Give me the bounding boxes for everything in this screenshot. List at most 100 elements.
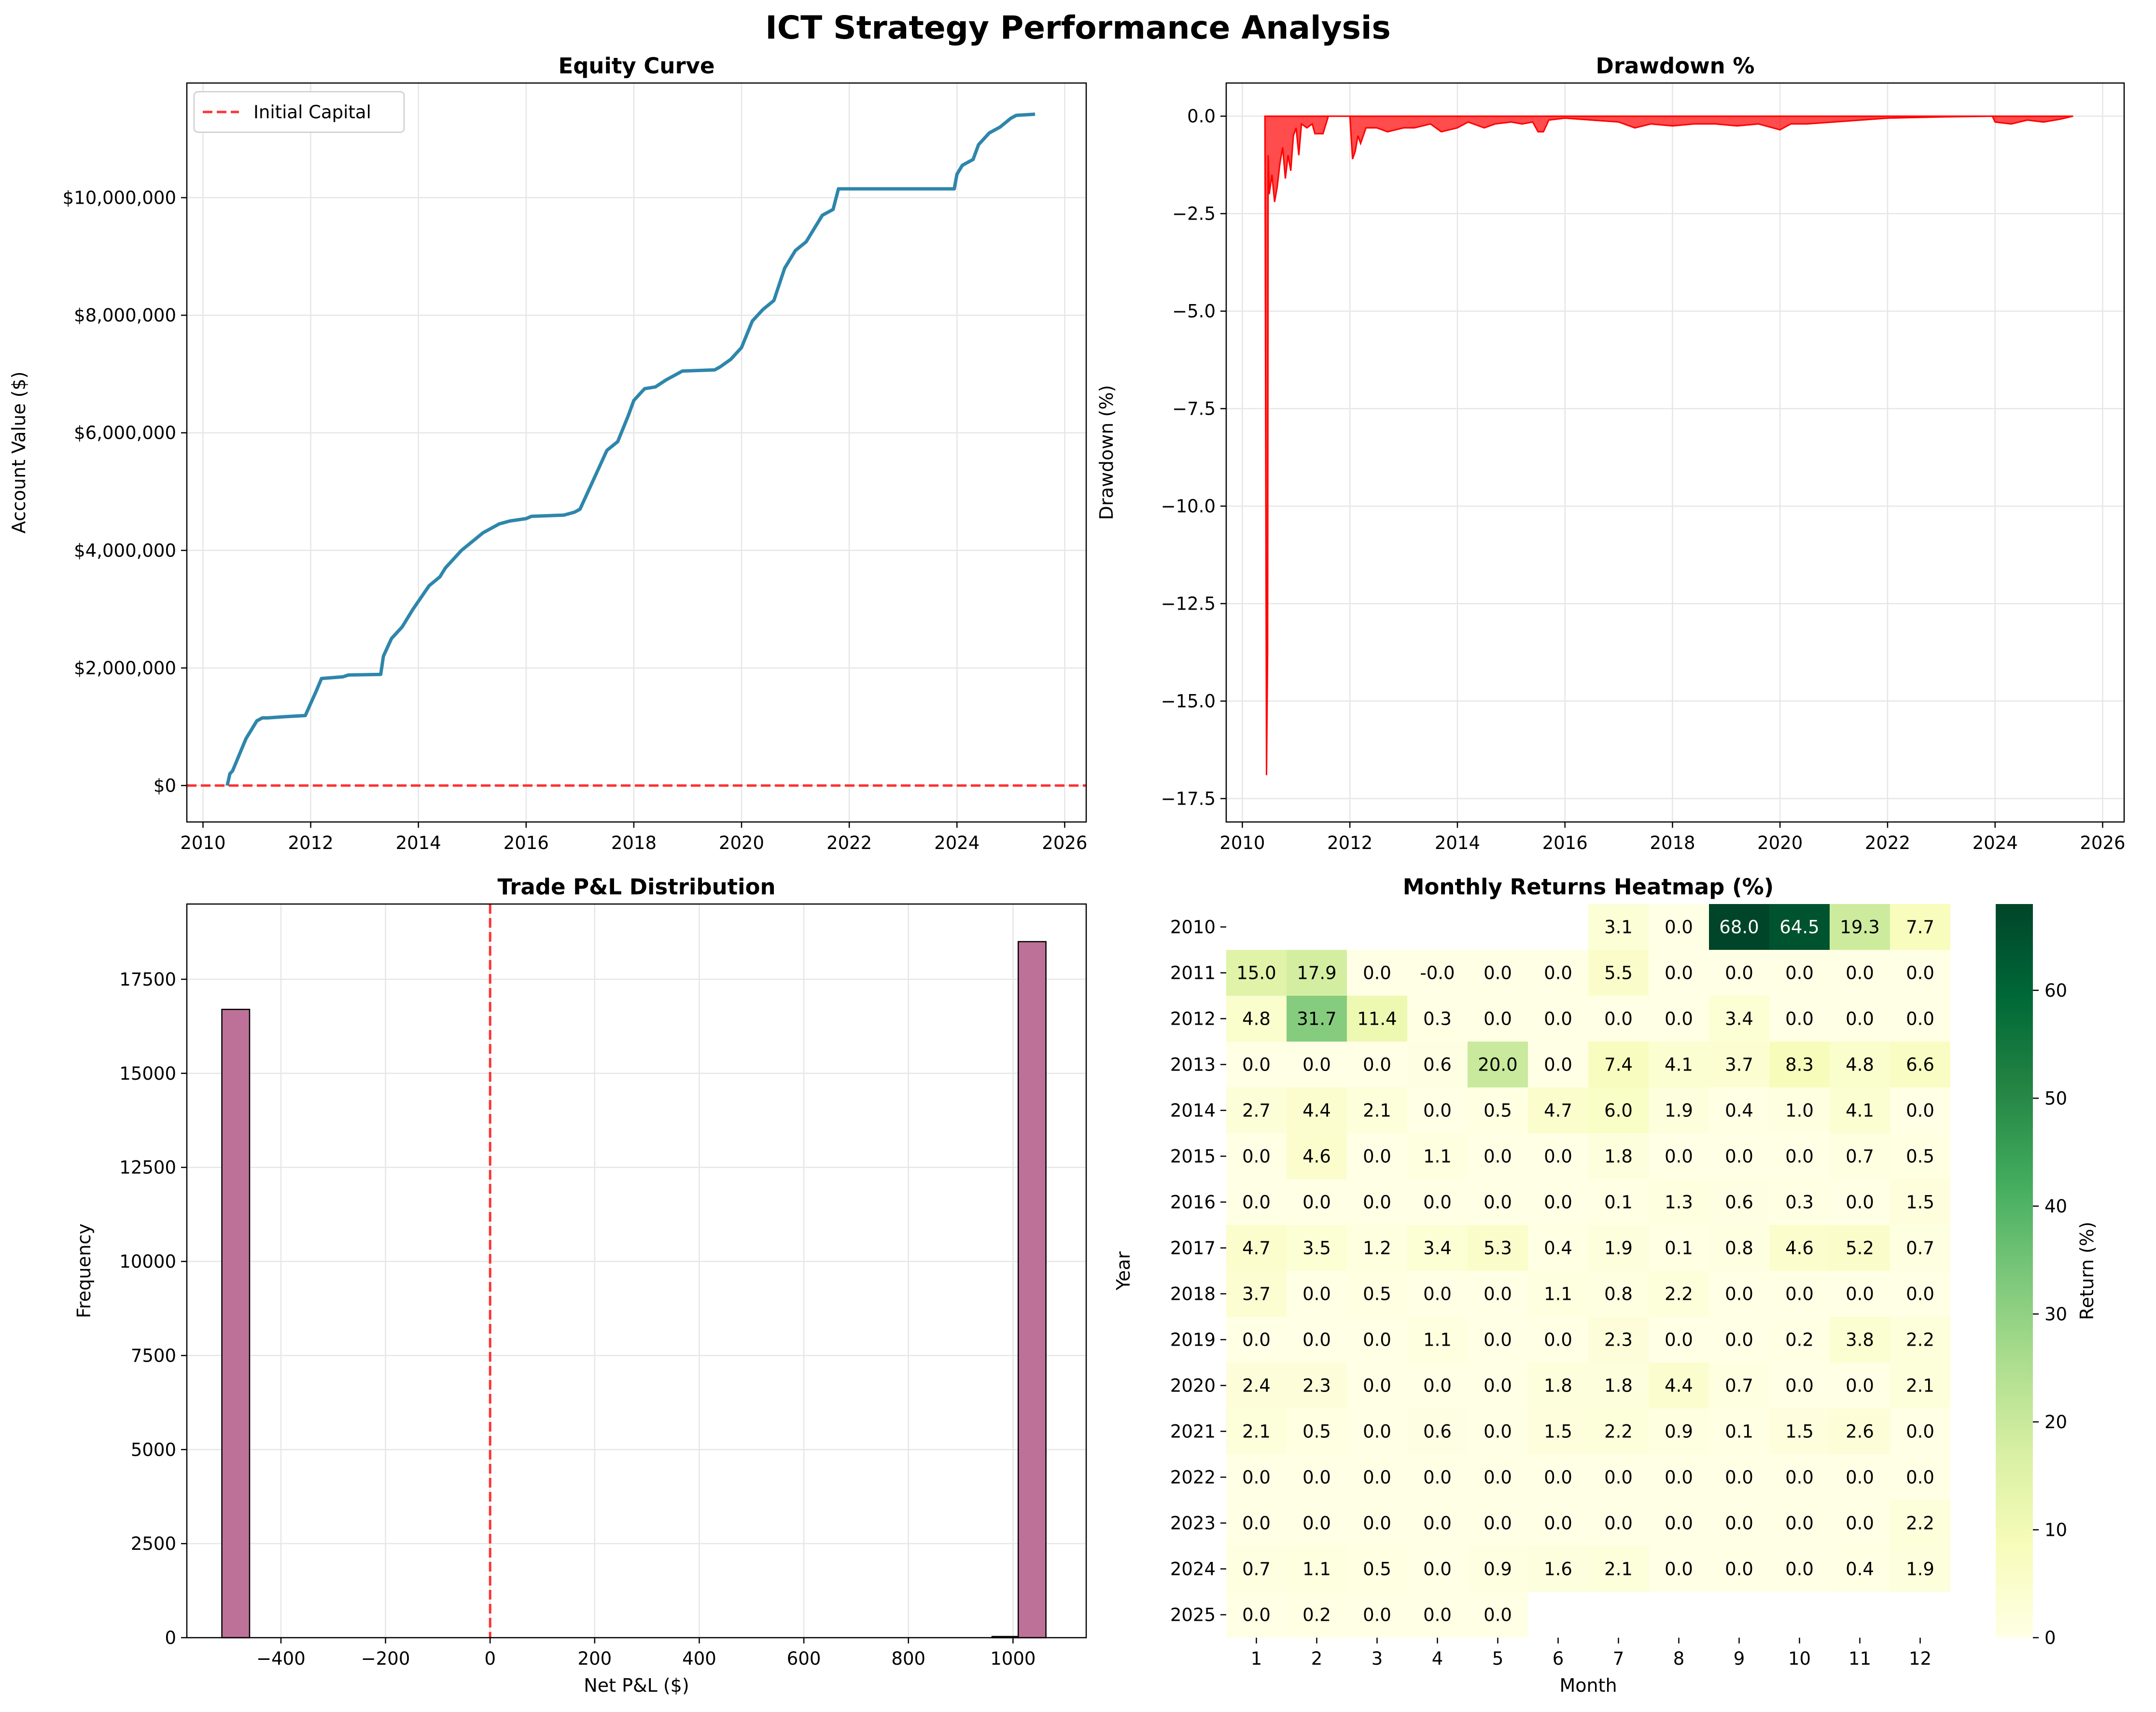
heatmap-cell-label: 0.0 bbox=[1785, 1513, 1814, 1534]
y-tick-label: 2025 bbox=[1170, 1605, 1216, 1626]
heatmap-cell bbox=[1890, 1363, 1950, 1408]
heatmap-cell-label: 3.8 bbox=[1846, 1330, 1874, 1350]
heatmap-cell bbox=[1709, 996, 1769, 1042]
heatmap-cell bbox=[1588, 1546, 1649, 1592]
heatmap-cell bbox=[1709, 1225, 1769, 1271]
heatmap-cell-label: 1.2 bbox=[1363, 1238, 1391, 1259]
heatmap-cell-label: 2.1 bbox=[1242, 1421, 1271, 1442]
heatmap-cell bbox=[1347, 1225, 1407, 1271]
heatmap-cell bbox=[1709, 1546, 1769, 1592]
x-axis-label: Net P&L ($) bbox=[584, 1675, 689, 1696]
heatmap-cell bbox=[1588, 950, 1649, 996]
x-tick-label: 2026 bbox=[2080, 833, 2125, 853]
heatmap-cell bbox=[1468, 1363, 1528, 1408]
heatmap-cell bbox=[1890, 1225, 1950, 1271]
colorbar-tick-label: 10 bbox=[2044, 1519, 2067, 1540]
heatmap-cell-label: 0.0 bbox=[1363, 1055, 1391, 1075]
heatmap-cell-label: 0.0 bbox=[1363, 1376, 1391, 1396]
heatmap-cell bbox=[1407, 950, 1468, 996]
heatmap-cell-label: 0.0 bbox=[1544, 1192, 1572, 1213]
heatmap-cell-label: 0.0 bbox=[1423, 1559, 1452, 1580]
panel-title: Equity Curve bbox=[558, 53, 714, 79]
heatmap-cell bbox=[1890, 1087, 1950, 1133]
heatmap-cell bbox=[1588, 1042, 1649, 1087]
heatmap-cell bbox=[1226, 1408, 1287, 1454]
heatmap-cell-label: 0.0 bbox=[1363, 1467, 1391, 1488]
colorbar-tick-label: 40 bbox=[2044, 1196, 2067, 1217]
x-tick-label: 2016 bbox=[1542, 833, 1588, 853]
heatmap-cell bbox=[1588, 1225, 1649, 1271]
heatmap-cell bbox=[1226, 1454, 1287, 1500]
heatmap-cell bbox=[1347, 1271, 1407, 1317]
heatmap-cell bbox=[1649, 996, 1709, 1042]
heatmap-cell-label: 0.0 bbox=[1665, 963, 1693, 984]
heatmap-cell bbox=[1830, 1133, 1890, 1179]
heatmap-cell bbox=[1769, 904, 1830, 950]
heatmap-cell-label: 0.0 bbox=[1665, 1330, 1693, 1350]
heatmap-cell bbox=[1468, 1592, 1528, 1638]
heatmap-cell-label: 0.1 bbox=[1725, 1421, 1753, 1442]
colorbar-label: Return (%) bbox=[2076, 1222, 2098, 1320]
heatmap-cell bbox=[1347, 1546, 1407, 1592]
equity-line bbox=[225, 112, 1036, 786]
y-tick-label: 12500 bbox=[119, 1157, 176, 1178]
heatmap-cell bbox=[1528, 1500, 1588, 1546]
heatmap-cell-label: 0.0 bbox=[1423, 1376, 1452, 1396]
heatmap-cell-label: 15.0 bbox=[1236, 963, 1276, 984]
x-tick-label: 1000 bbox=[990, 1648, 1036, 1669]
heatmap-cell bbox=[1649, 1225, 1709, 1271]
x-tick-label: 1 bbox=[1251, 1648, 1262, 1669]
heatmap-cell-label: 0.6 bbox=[1725, 1192, 1753, 1213]
x-tick-label: 6 bbox=[1553, 1648, 1564, 1669]
heatmap-cell bbox=[1830, 1317, 1890, 1363]
heatmap-cell-label: 0.0 bbox=[1846, 1009, 1874, 1030]
heatmap-cell bbox=[1649, 1317, 1709, 1363]
heatmap-cell bbox=[1287, 1225, 1347, 1271]
heatmap-cell bbox=[1528, 1133, 1588, 1179]
heatmap-cell-label: 0.1 bbox=[1665, 1238, 1693, 1259]
x-tick-label: 400 bbox=[682, 1648, 716, 1669]
heatmap-cell bbox=[1769, 1271, 1830, 1317]
heatmap-cell-label: 1.8 bbox=[1544, 1376, 1572, 1396]
heatmap-cell-label: 0.0 bbox=[1484, 1330, 1512, 1350]
heatmap-cell bbox=[1649, 1179, 1709, 1225]
heatmap-cell bbox=[1347, 950, 1407, 996]
heatmap-cell-label: 0.0 bbox=[1906, 1009, 1934, 1030]
heatmap-cell bbox=[1287, 1179, 1347, 1225]
heatmap-cell bbox=[1709, 1408, 1769, 1454]
heatmap-cell bbox=[1468, 996, 1528, 1042]
heatmap-cell-label: 0.0 bbox=[1846, 1467, 1874, 1488]
heatmap-cell-label: 0.5 bbox=[1363, 1284, 1391, 1305]
heatmap-cell-label: 0.0 bbox=[1484, 1146, 1512, 1167]
heatmap-cell bbox=[1769, 1363, 1830, 1408]
heatmap-cell bbox=[1407, 1408, 1468, 1454]
x-tick-label: 2018 bbox=[1650, 833, 1695, 853]
heatmap-cell bbox=[1709, 1133, 1769, 1179]
heatmap-cell-label: 0.0 bbox=[1484, 1421, 1512, 1442]
panel-title: Drawdown % bbox=[1596, 53, 1755, 79]
drawdown-panel: Drawdown % 2010 2012 2014 2016 2018 2020 2022 20… bbox=[1096, 53, 2126, 853]
heatmap-cell bbox=[1769, 1500, 1830, 1546]
heatmap-cell bbox=[1649, 1042, 1709, 1087]
heatmap-cell bbox=[1528, 1408, 1588, 1454]
heatmap-cell-label: 1.9 bbox=[1906, 1559, 1934, 1580]
heatmap-cell-label: 1.9 bbox=[1665, 1100, 1693, 1121]
x-tick-label: 2016 bbox=[504, 833, 549, 853]
heatmap-cell bbox=[1769, 1408, 1830, 1454]
heatmap-cell bbox=[1287, 1087, 1347, 1133]
heatmap-cell bbox=[1830, 950, 1890, 996]
heatmap-cell bbox=[1407, 1454, 1468, 1500]
heatmap-cell bbox=[1347, 1500, 1407, 1546]
y-tick-label: 2500 bbox=[131, 1533, 176, 1554]
heatmap-cell-label: 0.0 bbox=[1423, 1467, 1452, 1488]
heatmap-cell bbox=[1226, 1271, 1287, 1317]
heatmap-cell bbox=[1830, 904, 1890, 950]
heatmap-cell-label: 0.8 bbox=[1604, 1284, 1633, 1305]
heatmap-cell bbox=[1226, 1363, 1287, 1408]
heatmap-cell bbox=[1769, 1546, 1830, 1592]
heatmap-cell-label: 0.0 bbox=[1665, 1009, 1693, 1030]
y-tick-label: 2022 bbox=[1170, 1467, 1216, 1488]
heatmap-cell-label: 2.2 bbox=[1604, 1421, 1633, 1442]
heatmap-cell-label: 4.6 bbox=[1785, 1238, 1814, 1259]
